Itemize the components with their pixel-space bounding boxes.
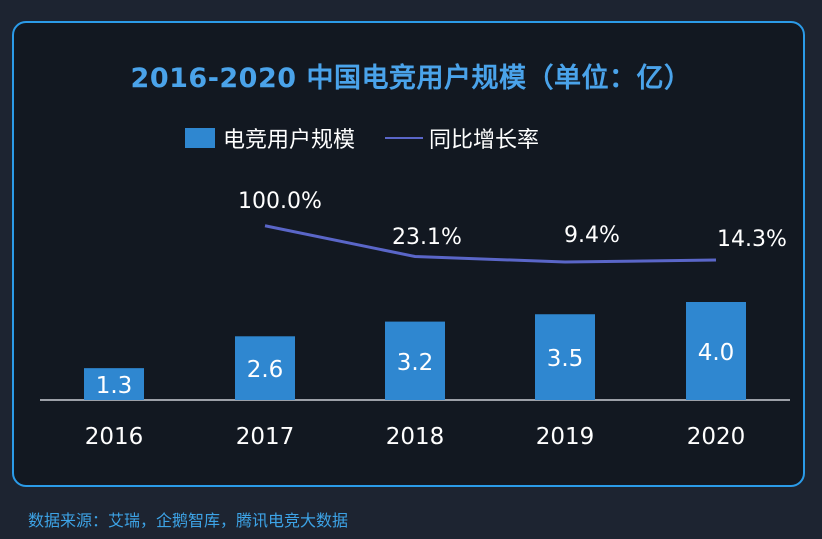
growth-rate-label-2017: 100.0% — [238, 189, 322, 214]
legend-bar-swatch — [185, 128, 215, 148]
legend-bar-label: 电竞用户规模 — [223, 128, 356, 153]
bar-2020 — [686, 302, 746, 400]
chart-legend: 电竞用户规模 同比增长率 — [185, 123, 539, 153]
bar-2017 — [235, 336, 295, 400]
chart-title: 2016-2020 中国电竞用户规模（单位：亿） — [130, 63, 692, 94]
bar-value-label-2019: 3.5 — [547, 346, 584, 372]
bar-2018 — [385, 321, 445, 400]
bar-value-label-2020: 4.0 — [698, 340, 735, 366]
x-tick-label-2019: 2019 — [536, 424, 595, 450]
growth-rate-label-2020: 14.3% — [717, 227, 787, 252]
growth-rate-line — [264, 224, 717, 264]
legend-line-swatch — [385, 137, 424, 139]
bar-2016 — [84, 368, 144, 400]
bar-value-label-2016: 1.3 — [96, 373, 133, 399]
bar-value-label-2017: 2.6 — [247, 357, 284, 383]
legend-line-label: 同比增长率 — [429, 128, 540, 153]
x-tick-label-2017: 2017 — [236, 424, 295, 450]
bar-2019 — [535, 314, 595, 400]
growth-rate-label-2018: 23.1% — [392, 225, 462, 250]
data-source-note: 数据来源：艾瑞，企鹅智库，腾讯电竞大数据 — [28, 511, 349, 530]
x-tick-label-2016: 2016 — [85, 424, 144, 450]
bar-value-label-2018: 3.2 — [397, 350, 434, 376]
growth-rate-label-2019: 9.4% — [564, 223, 620, 248]
x-tick-label-2020: 2020 — [687, 424, 746, 450]
x-tick-label-2018: 2018 — [386, 424, 445, 450]
